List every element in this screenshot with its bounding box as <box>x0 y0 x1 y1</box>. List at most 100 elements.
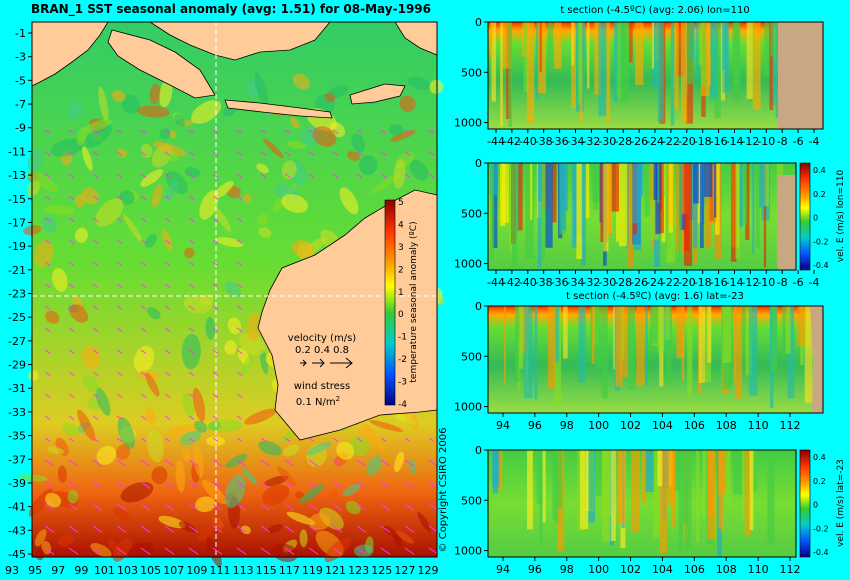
map-eddy <box>353 544 374 558</box>
section-texture <box>698 22 703 66</box>
wind-vector <box>428 173 435 178</box>
wind-vector <box>188 151 195 156</box>
wind-vector <box>284 129 291 134</box>
wind-vector <box>116 415 123 420</box>
map-eddy <box>174 114 185 127</box>
section-texture <box>571 163 581 248</box>
wind-vector <box>260 151 267 156</box>
section-texture <box>606 22 611 124</box>
map-eddy <box>123 214 144 244</box>
section-texture <box>759 163 765 208</box>
panel4-x-tick-label: 96 <box>528 563 542 576</box>
wind-vector <box>356 525 367 533</box>
map-eddy <box>227 317 242 335</box>
wind-vector <box>92 129 99 134</box>
map-eddy <box>429 79 444 94</box>
panel2-x-tick-label: -32 <box>582 276 600 289</box>
map-eddy <box>84 123 112 148</box>
wind-vector <box>92 459 103 467</box>
wind-vector <box>140 305 147 310</box>
panel2-x-tick-label: -34 <box>567 276 585 289</box>
panel2-y-tick-label: 1000 <box>454 258 482 271</box>
section-texture <box>581 163 586 266</box>
section-texture <box>547 306 556 389</box>
map-eddy <box>147 306 161 320</box>
section-texture <box>613 306 616 370</box>
wind-vector <box>116 393 123 398</box>
wind-vector <box>332 525 343 533</box>
wind-vector <box>92 217 99 222</box>
map-colorbar-tick: 1 <box>398 288 404 298</box>
panel4-plot <box>487 449 797 558</box>
panel4-x-tick-label: 100 <box>588 563 609 576</box>
panel3-x-tick-label: 94 <box>496 419 510 432</box>
panel2-x-tick-label: -22 <box>662 276 680 289</box>
map-eddy <box>159 78 173 108</box>
wind-vector <box>236 525 247 533</box>
wind-vector <box>44 459 55 467</box>
wind-vector <box>356 481 367 489</box>
section-texture <box>534 306 538 400</box>
wind-vector <box>284 459 295 467</box>
section-texture <box>523 22 529 92</box>
panel4-x-tick-label: 108 <box>716 563 737 576</box>
wind-vector <box>92 283 99 288</box>
section-texture <box>508 22 513 127</box>
map-x-tick-label: 125 <box>371 564 392 577</box>
map-eddy <box>82 345 101 369</box>
wind-vector <box>44 437 51 442</box>
map-eddy <box>165 180 178 201</box>
section-texture <box>770 22 778 57</box>
map-eddy <box>290 117 300 129</box>
wind-vector <box>212 415 219 420</box>
map-eddy <box>244 408 277 425</box>
map-y-tick-label: -35 <box>8 430 26 443</box>
section-texture <box>561 163 569 211</box>
panel4-x-tick-label: 94 <box>496 563 510 576</box>
wind-vector <box>356 459 367 467</box>
wind-vector <box>356 437 363 442</box>
wind-vector <box>116 437 123 442</box>
section-texture <box>511 163 518 267</box>
wind-vector <box>188 195 195 200</box>
map-y-tick-label: -29 <box>8 359 26 372</box>
panel4-colorbar: 0.4 0.2 0 -0.2 -0.4 vel. E (m/s) lat=-23 <box>799 449 846 558</box>
section-texture <box>613 22 619 102</box>
map-eddy <box>94 282 105 292</box>
velocity-legend-scale: 0.2 0.4 0.8 <box>295 345 349 356</box>
section-texture <box>645 306 648 387</box>
section-texture <box>659 450 668 553</box>
map-y-tick-label: -19 <box>8 240 26 253</box>
section-texture <box>767 450 775 545</box>
map-colorbar-tick: 5 <box>398 198 404 208</box>
wind-vector <box>332 459 343 467</box>
map-eddy <box>339 187 359 215</box>
panel2-colorbar-tick: 0.4 <box>813 166 826 175</box>
section-texture <box>770 306 778 372</box>
map-y-tick-label: -17 <box>8 216 26 229</box>
panel2-x-axis: -44-42-40-38-36-34-32-30-28-26-24-22-20-… <box>487 270 819 289</box>
panel2-colorbar-tick: -0.2 <box>813 237 829 246</box>
panel1-x-tick-label: -40 <box>519 135 537 148</box>
wind-vector <box>116 283 123 288</box>
section-texture <box>684 163 690 251</box>
section-texture <box>735 163 740 259</box>
wind-vector <box>380 151 387 156</box>
map-colorbar-tick: -2 <box>398 355 407 365</box>
map-eddy <box>47 446 65 454</box>
panel4-y-tick-label: 500 <box>461 494 482 507</box>
map-x-tick-label: 109 <box>186 564 207 577</box>
section-texture <box>658 306 665 353</box>
section-texture <box>527 450 533 530</box>
map-eddy <box>41 215 58 233</box>
map-colorbar: 5 4 3 2 1 0 -1 -2 -3 -4 temperature seasonal anom… <box>384 198 419 410</box>
wind-vector <box>212 459 223 467</box>
panel1-x-tick-label: -36 <box>551 135 569 148</box>
section-texture <box>580 450 589 530</box>
wind-vector <box>260 129 267 134</box>
map-x-tick-label: 105 <box>140 564 161 577</box>
section-texture <box>650 163 660 240</box>
wind-vector <box>116 217 123 222</box>
wind-vector <box>356 151 363 156</box>
map-eddy <box>366 455 383 476</box>
